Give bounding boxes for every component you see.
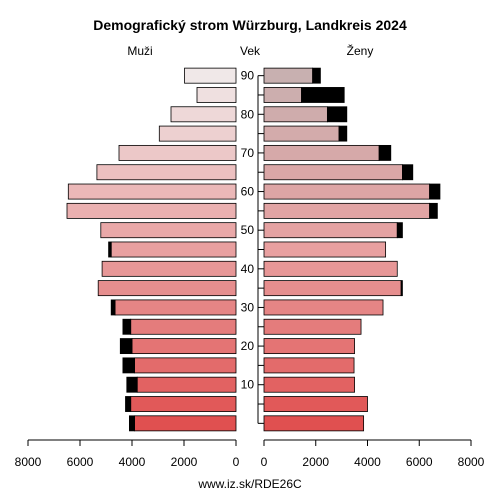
female-surplus-85-89 [301, 87, 345, 103]
male-bar-5-9 [130, 396, 237, 412]
male-x-tick-label-2000: 2000 [171, 455, 198, 469]
male-x-tick-label-6000: 6000 [67, 455, 94, 469]
female-bar-70-74 [263, 144, 380, 161]
male-surplus-20-24 [119, 338, 133, 355]
male-bar-35-39 [97, 280, 237, 297]
female-bar-15-19 [263, 357, 355, 374]
female-bar-10-14 [263, 376, 355, 393]
female-surplus-35-39 [400, 280, 403, 297]
female-bar-20-24 [263, 338, 355, 355]
age-tick-label-90: 90 [241, 69, 255, 83]
male-bar-75-79 [158, 125, 237, 142]
chart-title: Demografický strom Würzburg, Landkreis 2… [93, 17, 407, 33]
female-surplus-70-74 [378, 144, 392, 161]
male-bar-60-64 [67, 183, 237, 200]
female-x-tick-label-4000: 4000 [354, 455, 381, 469]
female-surplus-75-79 [338, 125, 348, 142]
female-bar-45-49 [263, 241, 387, 258]
age-axis: 90 80 70 60 50 40 30 20 10 [241, 69, 264, 424]
female-x-tick-label-8000: 8000 [458, 455, 485, 469]
male-bar-40-44 [101, 260, 237, 277]
footer-source: www.iz.sk/RDE26C [197, 477, 302, 491]
male-bar-80-84 [170, 106, 237, 123]
female-bar-5-9 [263, 396, 368, 412]
male-x-tick-label-4000: 4000 [119, 455, 146, 469]
female-bar-60-64 [263, 183, 431, 200]
female-bar-80-84 [263, 106, 328, 123]
male-bar-30-34 [114, 299, 237, 316]
female-bar-75-79 [263, 125, 340, 142]
male-surplus-25-29 [122, 318, 132, 335]
female-bar-35-39 [263, 280, 402, 297]
male-bar-85-89 [196, 87, 237, 103]
female-bar-55-59 [263, 202, 431, 219]
female-bar-85-89 [263, 87, 302, 103]
age-tick-label-50: 50 [241, 223, 255, 237]
age-tick-label-80: 80 [241, 107, 255, 121]
female-bar-40-44 [263, 260, 398, 277]
age-tick-label-30: 30 [241, 300, 255, 314]
male-bar-20-24 [131, 338, 237, 355]
female-bar-0-4 [263, 415, 365, 432]
female-bars [263, 67, 441, 432]
age-tick-label-40: 40 [241, 262, 255, 276]
male-bar-55-59 [66, 202, 237, 219]
age-tick-label-60: 60 [241, 185, 255, 199]
male-bar-25-29 [130, 318, 237, 335]
male-bar-50-54 [100, 222, 237, 239]
center-axis-label: Vek [240, 44, 261, 58]
female-bar-65-69 [263, 164, 403, 181]
female-surplus-65-69 [402, 164, 414, 181]
age-tick-label-70: 70 [241, 146, 255, 160]
male-surplus-30-34 [110, 299, 116, 316]
male-bar-0-4 [134, 415, 237, 432]
female-x-tick-label-6000: 6000 [406, 455, 433, 469]
age-tick-label-20: 20 [241, 339, 255, 353]
left-panel-label: Muži [127, 44, 152, 58]
female-surplus-50-54 [396, 222, 403, 239]
male-bar-70-74 [118, 144, 237, 161]
female-x-tick-label-0: 0 [261, 455, 268, 469]
male-x-tick-label-0: 0 [233, 455, 240, 469]
male-x-tick-label-8000: 8000 [15, 455, 42, 469]
male-bar-90+ [184, 67, 237, 84]
female-bar-30-34 [263, 299, 384, 316]
male-surplus-5-9 [125, 396, 132, 412]
male-bars [66, 67, 237, 432]
male-bar-10-14 [136, 376, 237, 393]
female-surplus-90+ [312, 67, 321, 84]
x-axis: 8000 8000 6000 6000 4000 4000 2000 2000 0 0 [15, 440, 485, 469]
right-panel-label: Ženy [347, 43, 374, 58]
female-bar-50-54 [263, 222, 398, 239]
female-bar-25-29 [263, 318, 362, 335]
female-bar-90+ [263, 67, 314, 84]
male-surplus-15-19 [122, 357, 136, 374]
male-surplus-10-14 [126, 376, 138, 393]
male-surplus-45-49 [108, 241, 112, 258]
female-surplus-55-59 [429, 202, 438, 219]
age-tick-label-10: 10 [241, 378, 255, 392]
male-surplus-0-4 [128, 415, 135, 432]
male-bar-45-49 [110, 241, 237, 258]
female-surplus-60-64 [429, 183, 441, 200]
male-bar-15-19 [134, 357, 237, 374]
male-bar-65-69 [96, 164, 237, 181]
female-x-tick-label-2000: 2000 [302, 455, 329, 469]
female-surplus-80-84 [326, 106, 348, 123]
